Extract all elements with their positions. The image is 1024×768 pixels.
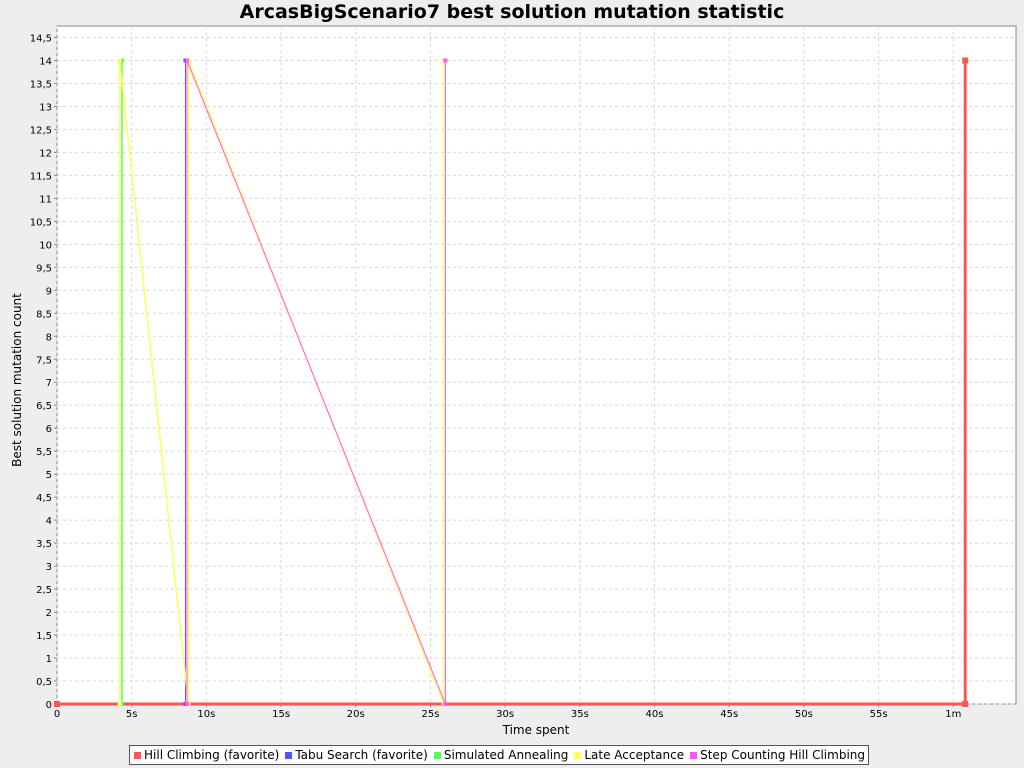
x-tick-label: 50s [795,709,813,720]
data-series [54,57,969,707]
y-tick-label: 0 [46,700,52,711]
legend-swatch [285,751,293,759]
x-tick-label: 30s [496,709,514,720]
x-tick-label: 45s [720,709,738,720]
y-tick-label: 13 [39,102,52,113]
y-tick-label: 9,5 [36,263,52,274]
x-tick-label: 40s [646,709,664,720]
y-tick-label: 9 [46,286,52,297]
x-tick-label: 55s [870,709,888,720]
x-tick-label: 10s [197,709,215,720]
y-tick-label: 14,5 [30,33,52,44]
y-tick-label: 1 [46,654,52,665]
y-tick-label: 14 [39,56,52,67]
y-tick-label: 6 [46,424,52,435]
chart-title: ArcasBigScenario7 best solution mutation… [239,1,785,23]
y-tick-label: 7,5 [36,355,52,366]
legend-swatch [574,751,582,759]
legend-item: Tabu Search (favorite) [283,748,428,762]
gridlines [56,26,1016,705]
data-point [117,58,122,63]
y-tick-label: 7 [46,378,52,389]
y-tick-label: 0,5 [36,677,52,688]
series-line-segment [186,60,446,705]
y-tick-label: 13,5 [30,79,52,90]
chart-legend: Hill Climbing (favorite) Tabu Search (fav… [129,745,870,765]
y-tick-label: 1,5 [36,631,52,642]
y-tick-label: 3 [46,562,52,573]
plot-background [56,25,1017,705]
x-tick-label: 15s [272,709,290,720]
y-axis-label: Best solution mutation count [10,293,24,467]
y-tick-label: 11 [39,194,52,205]
y-tick-label: 6,5 [36,401,52,412]
legend-label: Hill Climbing (favorite) [144,748,280,762]
x-tick-label: 35s [571,709,589,720]
data-point [119,58,124,63]
legend-label: Late Acceptance [584,748,685,762]
y-tick-label: 11,5 [30,171,52,182]
y-tick-label: 12 [39,148,52,159]
data-point [962,57,969,64]
y-tick-label: 12,5 [30,125,52,136]
legend-label: Tabu Search (favorite) [295,748,428,762]
legend-swatch [690,751,698,759]
chart-plot: 00,511,522,533,544,555,566,577,588,599,5… [10,25,1017,737]
y-tick-label: 2 [46,608,52,619]
legend-item: Late Acceptance [572,748,684,762]
y-tick-label: 10,5 [30,217,52,228]
y-tick-label: 8 [46,332,52,343]
x-axis-label: Time spent [502,723,570,737]
y-tick-label: 4,5 [36,493,52,504]
x-tick-label: 1m [945,709,961,720]
series-line-segment [118,60,190,705]
data-point [119,702,124,706]
y-tick-label: 8,5 [36,309,52,320]
series-0 [54,57,969,707]
data-point [184,702,189,706]
legend-swatch [134,751,141,759]
y-tick-label: 4 [46,516,52,527]
y-tick-label: 5 [46,470,52,481]
y-tick-label: 2,5 [36,585,52,596]
x-tick-label: 0 [54,709,60,720]
data-point [117,702,122,706]
legend-item: Simulated Annealing [432,748,569,762]
x-tick-label: 5s [126,709,138,720]
x-tick-label: 20s [347,709,365,720]
data-point [443,702,448,706]
legend-item: Step Counting Hill Climbing [688,748,865,762]
series-2 [119,58,124,706]
legend-swatch [433,751,441,759]
data-point [962,701,969,707]
data-point [443,58,448,63]
series-4 [184,58,448,706]
data-point [54,701,60,707]
axes: 00,511,522,533,544,555,566,577,588,599,5… [30,33,962,720]
y-tick-label: 10 [39,240,52,251]
legend-label: Simulated Annealing [443,748,569,762]
data-point [184,58,189,63]
y-tick-label: 3,5 [36,539,52,550]
x-tick-label: 25s [421,709,439,720]
legend-item: Hill Climbing (favorite) [132,748,279,762]
y-tick-label: 5,5 [36,447,52,458]
legend-label: Step Counting Hill Climbing [700,748,866,762]
